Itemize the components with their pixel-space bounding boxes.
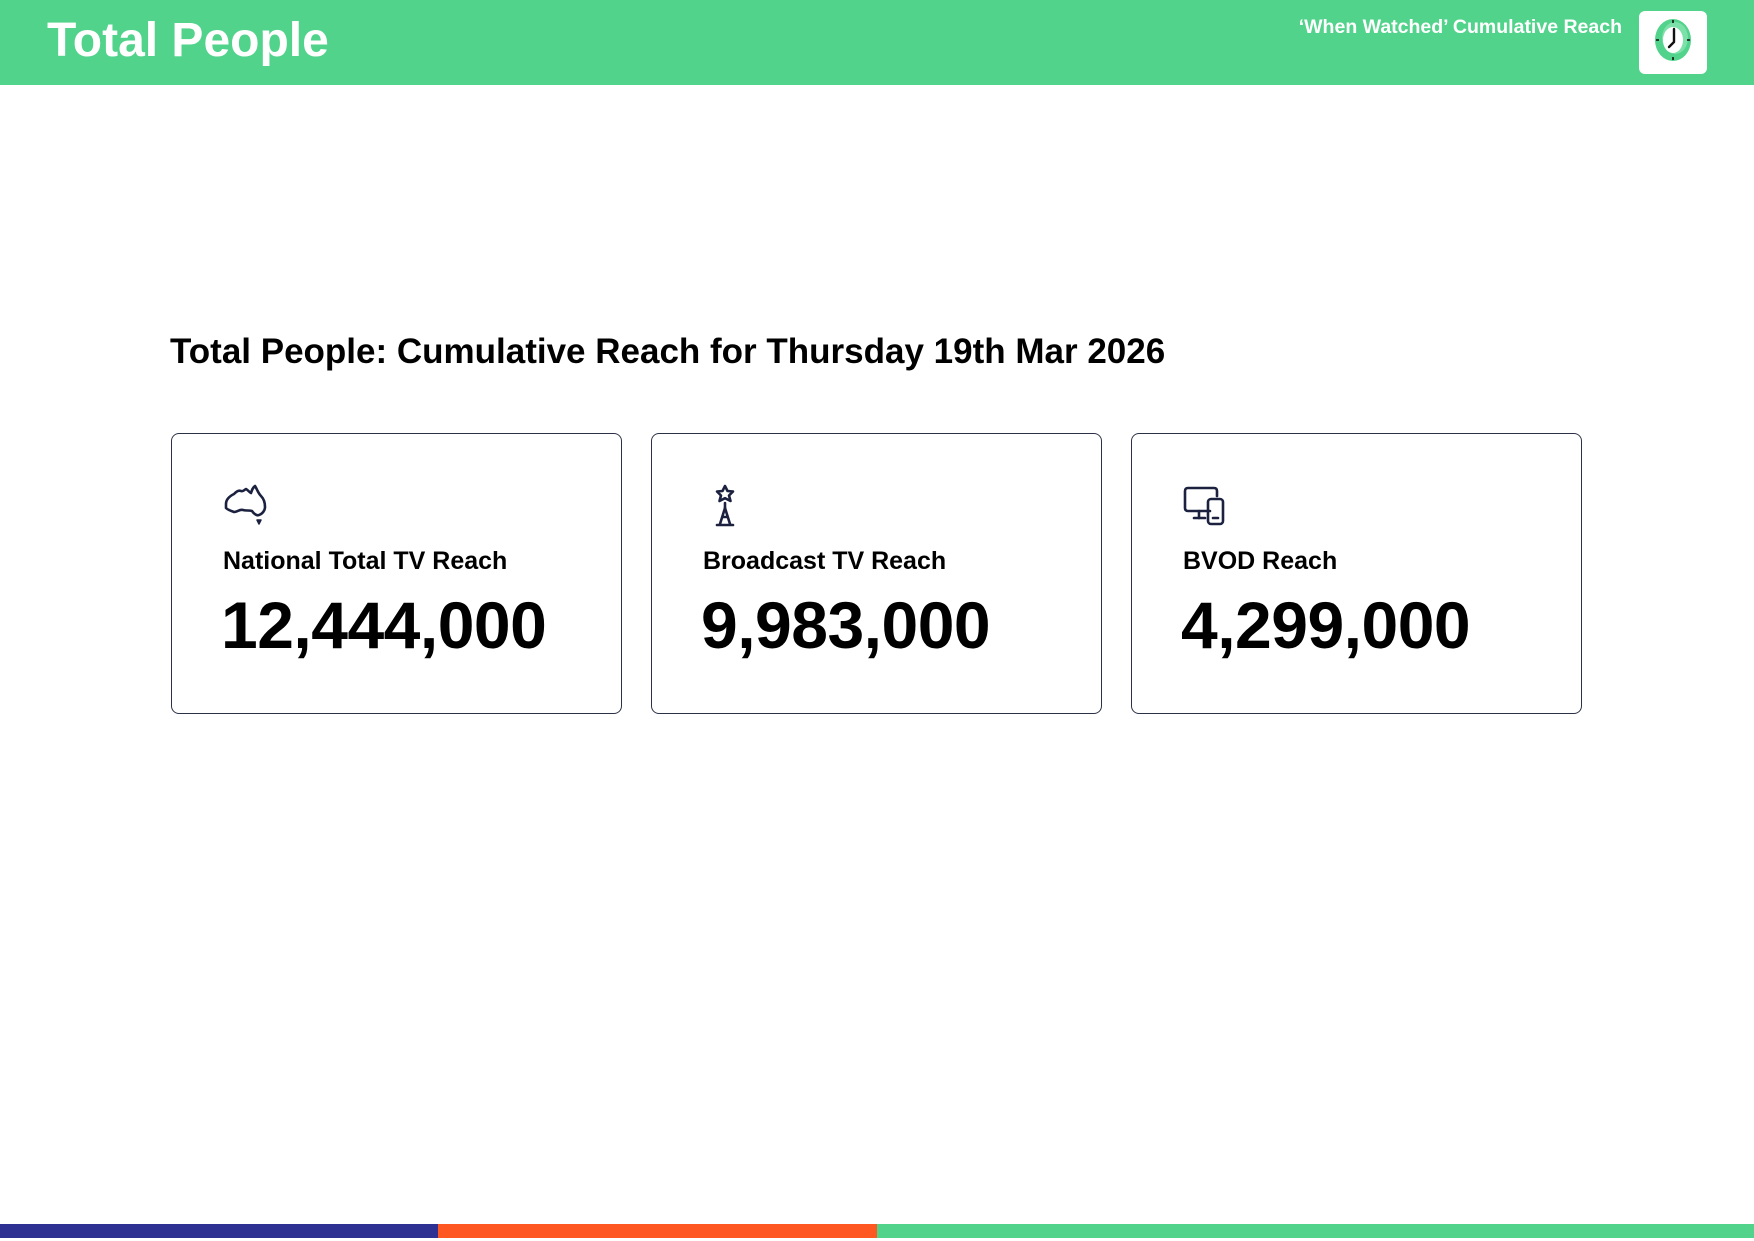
footer-segment-green (877, 1224, 1754, 1238)
reach-cards: National Total TV Reach 12,444,000 Broad… (171, 433, 1582, 714)
card-value: 12,444,000 (221, 588, 547, 662)
card-national-total-tv-reach: National Total TV Reach 12,444,000 (171, 433, 622, 714)
page-title: Total People (47, 14, 329, 67)
card-value: 4,299,000 (1181, 588, 1471, 662)
clock-icon (1651, 16, 1695, 69)
broadcast-tower-icon (702, 484, 748, 530)
header-bar: Total People ‘When Watched’ Cumulative R… (0, 0, 1754, 85)
card-label: Broadcast TV Reach (703, 547, 947, 575)
card-bvod-reach: BVOD Reach 4,299,000 (1131, 433, 1582, 714)
clock-icon-tile (1639, 11, 1707, 74)
card-broadcast-tv-reach: Broadcast TV Reach 9,983,000 (651, 433, 1102, 714)
card-label: BVOD Reach (1183, 547, 1338, 575)
footer-segment-orange (438, 1224, 877, 1238)
report-subtitle: ‘When Watched’ Cumulative Reach (1298, 16, 1622, 38)
footer-color-bar (0, 1224, 1754, 1238)
australia-map-icon (222, 484, 268, 530)
footer-segment-navy (0, 1224, 438, 1238)
card-label: National Total TV Reach (223, 547, 508, 575)
devices-icon (1182, 484, 1228, 530)
card-value: 9,983,000 (701, 588, 991, 662)
section-heading: Total People: Cumulative Reach for Thurs… (170, 332, 1166, 371)
